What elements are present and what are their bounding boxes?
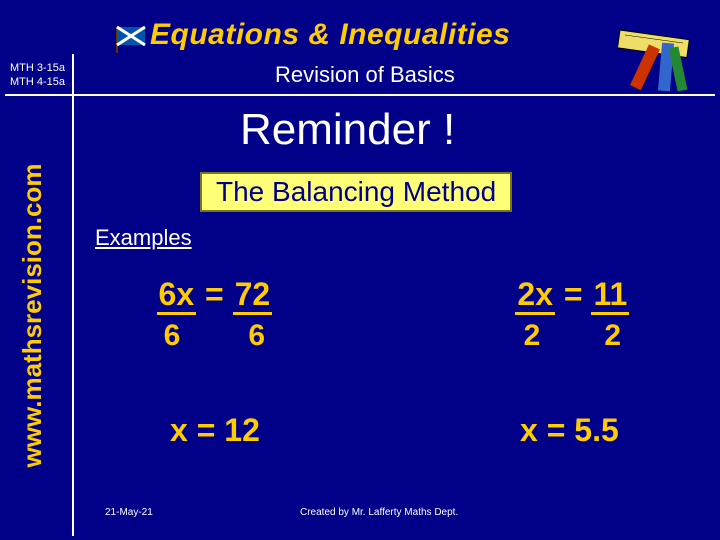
slide-title: Equations & Inequalities (150, 18, 510, 52)
footer-credit: Created by Mr. Lafferty Maths Dept. (300, 507, 458, 518)
course-code-2: MTH 4-15a (10, 76, 65, 90)
method-box: The Balancing Method (200, 172, 512, 212)
example-1-answer: x = 12 (170, 412, 260, 449)
example-1-equation: 6x = 72 6 6 (150, 278, 279, 351)
course-codes: MTH 3-15a MTH 4-15a (10, 62, 65, 90)
ex1-div-r: 6 (235, 321, 279, 351)
ex2-div-r: 2 (591, 321, 635, 351)
ex2-rhs: 11 (591, 278, 629, 315)
example-2-answer: x = 5.5 (520, 412, 619, 449)
horizontal-divider (5, 94, 715, 96)
vertical-divider (72, 54, 74, 536)
ex2-eq: = (564, 276, 583, 312)
slide-subtitle: Revision of Basics (275, 62, 455, 88)
course-code-1: MTH 3-15a (10, 62, 65, 76)
ex2-div-l: 2 (510, 321, 554, 351)
ex1-lhs: 6x (157, 278, 197, 315)
examples-label: Examples (95, 225, 192, 251)
ex2-lhs: 2x (515, 278, 555, 315)
ex1-eq: = (205, 276, 224, 312)
ex1-div-l: 6 (150, 321, 194, 351)
example-2-equation: 2x = 11 2 2 (510, 278, 635, 351)
website-url: www.mathsrevision.com (17, 133, 48, 498)
reminder-heading: Reminder ! (240, 105, 455, 155)
scotland-flag-icon (115, 25, 149, 58)
footer-date: 21-May-21 (105, 507, 153, 518)
pencil-ruler-icon (615, 25, 705, 100)
ex1-rhs: 72 (233, 278, 273, 315)
